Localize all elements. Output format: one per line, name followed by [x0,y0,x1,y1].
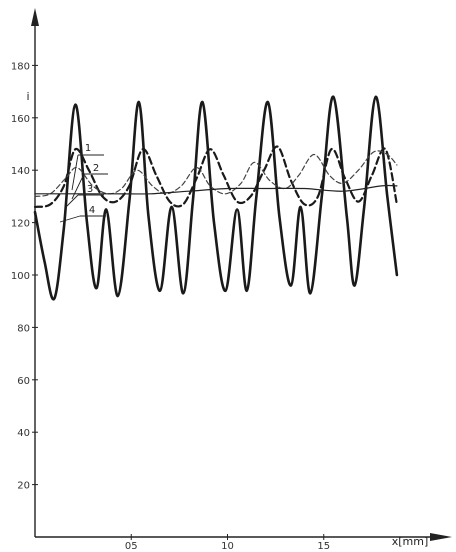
series-line-4 [34,184,398,195]
series-label-leader [65,194,79,208]
y-tick-label: 160 [11,114,30,125]
series-label-4: 4 [89,205,95,216]
y-tick-label: 80 [17,323,30,334]
y-tick-label: 60 [17,376,30,387]
y-tick-label: 140 [11,166,30,177]
x-tick-label: 10 [221,541,234,552]
y-axis-arrow [31,8,39,26]
series-line-1 [33,95,399,301]
series-label-leader [59,215,81,223]
series-label-2: 2 [93,163,99,174]
series-label-leader [71,173,85,200]
series-label-3: 3 [87,184,93,195]
x-axis-arrow [430,533,452,541]
y-axis-label: i [26,90,29,103]
series-label-1: 1 [85,143,91,154]
series-labels: 123 4 [59,143,108,223]
x-axis-label: x[mm] [392,535,429,548]
series-label-leader [71,154,79,191]
series-line-3 [34,150,398,197]
x-tick-label: 05 [125,541,138,552]
y-tick-label: 40 [17,428,30,439]
x-tick-label: 15 [317,541,330,552]
y-tick-label: 180 [11,61,30,72]
series-line-2 [33,145,398,208]
axes [31,8,452,541]
y-tick-label: 100 [11,271,30,282]
y-tick-label: 120 [11,219,30,230]
y-tick-label: 20 [17,481,30,492]
series-lines [33,95,399,301]
ticks: 20 40 60 80 100 120 140 160 180 05 10 15 [11,61,330,552]
